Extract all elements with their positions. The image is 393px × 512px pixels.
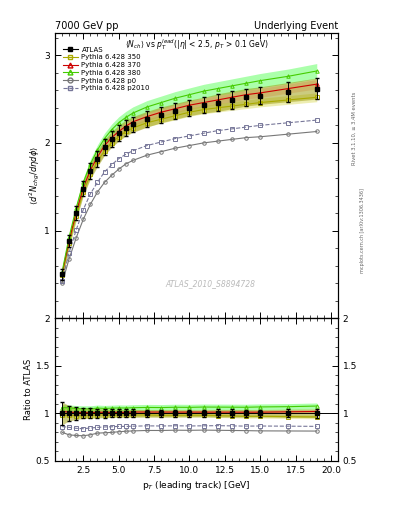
Text: Rivet 3.1.10, ≥ 3.4M events: Rivet 3.1.10, ≥ 3.4M events bbox=[352, 91, 357, 165]
Text: ATLAS_2010_S8894728: ATLAS_2010_S8894728 bbox=[165, 280, 256, 289]
Text: $\langle N_{ch}\rangle$ vs $p_T^{lead}$(|$\eta$| < 2.5, $p_T$ > 0.1 GeV): $\langle N_{ch}\rangle$ vs $p_T^{lead}$(… bbox=[125, 37, 268, 52]
Text: 7000 GeV pp: 7000 GeV pp bbox=[55, 20, 119, 31]
Legend: ATLAS, Pythia 6.428 350, Pythia 6.428 370, Pythia 6.428 380, Pythia 6.428 p0, Py: ATLAS, Pythia 6.428 350, Pythia 6.428 37… bbox=[61, 45, 151, 93]
Text: Underlying Event: Underlying Event bbox=[254, 20, 338, 31]
Text: mcplots.cern.ch [arXiv:1306.3436]: mcplots.cern.ch [arXiv:1306.3436] bbox=[360, 188, 365, 273]
Y-axis label: Ratio to ATLAS: Ratio to ATLAS bbox=[24, 359, 33, 420]
X-axis label: p$_T$ (leading track) [GeV]: p$_T$ (leading track) [GeV] bbox=[142, 479, 251, 492]
Y-axis label: $\langle d^2 N_{chg}/d\eta d\phi \rangle$: $\langle d^2 N_{chg}/d\eta d\phi \rangle… bbox=[27, 146, 42, 205]
